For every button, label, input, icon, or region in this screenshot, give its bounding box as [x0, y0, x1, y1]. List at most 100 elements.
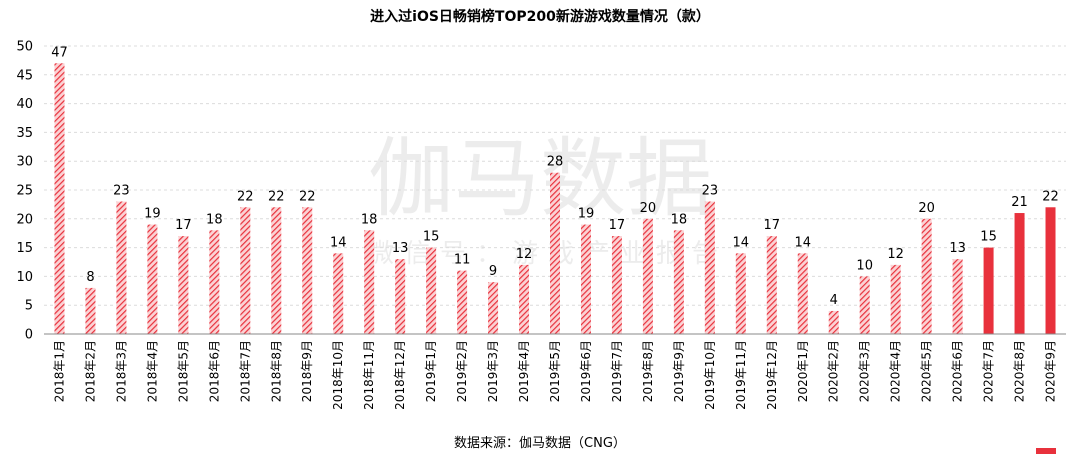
data-label: 14: [794, 235, 811, 250]
chart-title: 进入过iOS日畅销榜TOP200新游游戏数量情况（款）: [370, 8, 710, 25]
data-label: 22: [237, 189, 254, 204]
bar: [983, 247, 994, 334]
bar: [209, 230, 220, 334]
bar: [240, 207, 251, 334]
y-tick-label: 35: [16, 126, 33, 141]
x-tick-label: 2018年9月: [300, 340, 314, 402]
bar: [704, 201, 715, 334]
x-tick-label: 2018年5月: [176, 340, 190, 402]
x-tick-label: 2018年4月: [145, 340, 159, 402]
data-label: 20: [918, 201, 935, 216]
bar: [426, 247, 437, 334]
data-label: 22: [1042, 189, 1059, 204]
y-tick-label: 10: [16, 270, 33, 285]
data-label: 21: [1011, 195, 1028, 210]
watermark: 伽马数据: [368, 129, 712, 229]
x-tick-label: 2019年5月: [548, 340, 562, 402]
data-label: 4: [830, 293, 838, 308]
x-tick-label: 2020年2月: [827, 340, 841, 402]
bar: [642, 218, 653, 334]
data-label: 23: [702, 184, 719, 199]
y-tick-label: 45: [16, 68, 33, 83]
x-tick-label: 2019年7月: [610, 340, 624, 402]
source-note: 数据来源：伽马数据（CNG）: [454, 436, 626, 451]
x-tick-label: 2019年12月: [765, 340, 779, 410]
x-tick-label: 2020年3月: [858, 340, 872, 402]
x-tick-label: 2019年2月: [455, 340, 469, 402]
data-label: 17: [175, 218, 192, 233]
data-label: 15: [423, 230, 440, 245]
x-tick-label: 2019年6月: [579, 340, 593, 402]
data-label: 28: [547, 155, 564, 170]
data-label: 22: [299, 189, 316, 204]
x-tick-label: 2018年3月: [114, 340, 128, 402]
data-label: 23: [113, 184, 130, 199]
y-tick-label: 0: [25, 328, 33, 343]
bar: [519, 264, 530, 334]
bar: [364, 230, 375, 334]
x-tick-label: 2019年8月: [641, 340, 655, 402]
data-label: 19: [144, 207, 161, 222]
data-label: 14: [330, 235, 347, 250]
x-tick-label: 2020年4月: [889, 340, 903, 402]
bar: [611, 236, 622, 334]
x-tick-label: 2019年11月: [734, 340, 748, 410]
bar: [550, 172, 560, 334]
data-labels: 47 8 23 19 17 18 22 22 22 14 18 13 15 11 9 12 28 19 17 20 18…: [51, 45, 1059, 308]
x-tick-label: 2018年10月: [331, 340, 345, 410]
data-label: 11: [454, 253, 471, 268]
data-label: 10: [856, 258, 873, 273]
data-label: 14: [733, 235, 750, 250]
y-tick-label: 15: [16, 241, 33, 256]
data-label: 20: [640, 201, 657, 216]
bars: [54, 63, 1056, 334]
bar: [302, 207, 313, 334]
x-tick-label: 2020年1月: [796, 340, 810, 402]
x-tick-label: 2019年4月: [517, 340, 531, 402]
x-tick-label: 2018年11月: [362, 340, 376, 410]
x-tick-label: 2018年8月: [269, 340, 283, 402]
data-label: 18: [361, 212, 378, 227]
y-tick-label: 30: [16, 155, 33, 170]
x-tick-label: 2020年6月: [951, 340, 965, 402]
x-tick-label: 2019年3月: [486, 340, 500, 402]
data-label: 13: [949, 241, 966, 256]
bar: [333, 253, 344, 334]
bar: [85, 287, 96, 334]
data-label: 12: [887, 247, 904, 262]
data-label: 13: [392, 241, 409, 256]
data-label: 47: [51, 45, 68, 60]
bar: [580, 224, 591, 334]
bar: [952, 259, 963, 334]
bar: [735, 253, 746, 334]
x-tick-label: 2020年8月: [1013, 340, 1027, 402]
y-tick-label: 40: [16, 97, 33, 112]
data-label: 18: [671, 212, 688, 227]
bar: [457, 270, 468, 334]
bar: [890, 264, 901, 334]
data-label: 22: [268, 189, 285, 204]
bar: [178, 236, 189, 334]
x-tick-label: 2020年5月: [920, 340, 934, 402]
x-tick-label: 2018年12月: [393, 340, 407, 410]
bar: [1045, 207, 1056, 334]
x-tick-label: 2020年9月: [1044, 340, 1058, 402]
data-label: 8: [86, 270, 94, 285]
corner-legend-mark: [1036, 448, 1056, 454]
data-label: 9: [489, 264, 497, 279]
bar: [1014, 213, 1025, 334]
bar: [766, 236, 777, 334]
bar: [828, 310, 839, 334]
data-label: 18: [206, 212, 223, 227]
x-tick-label: 2018年1月: [52, 340, 66, 402]
bar: [488, 282, 499, 334]
bar: [797, 253, 808, 334]
data-label: 19: [578, 207, 595, 222]
data-label: 15: [980, 230, 997, 245]
bar: [395, 259, 406, 334]
x-tick-label: 2020年7月: [982, 340, 996, 402]
y-tick-label: 50: [16, 40, 33, 55]
data-label: 12: [516, 247, 533, 262]
data-label: 17: [764, 218, 781, 233]
